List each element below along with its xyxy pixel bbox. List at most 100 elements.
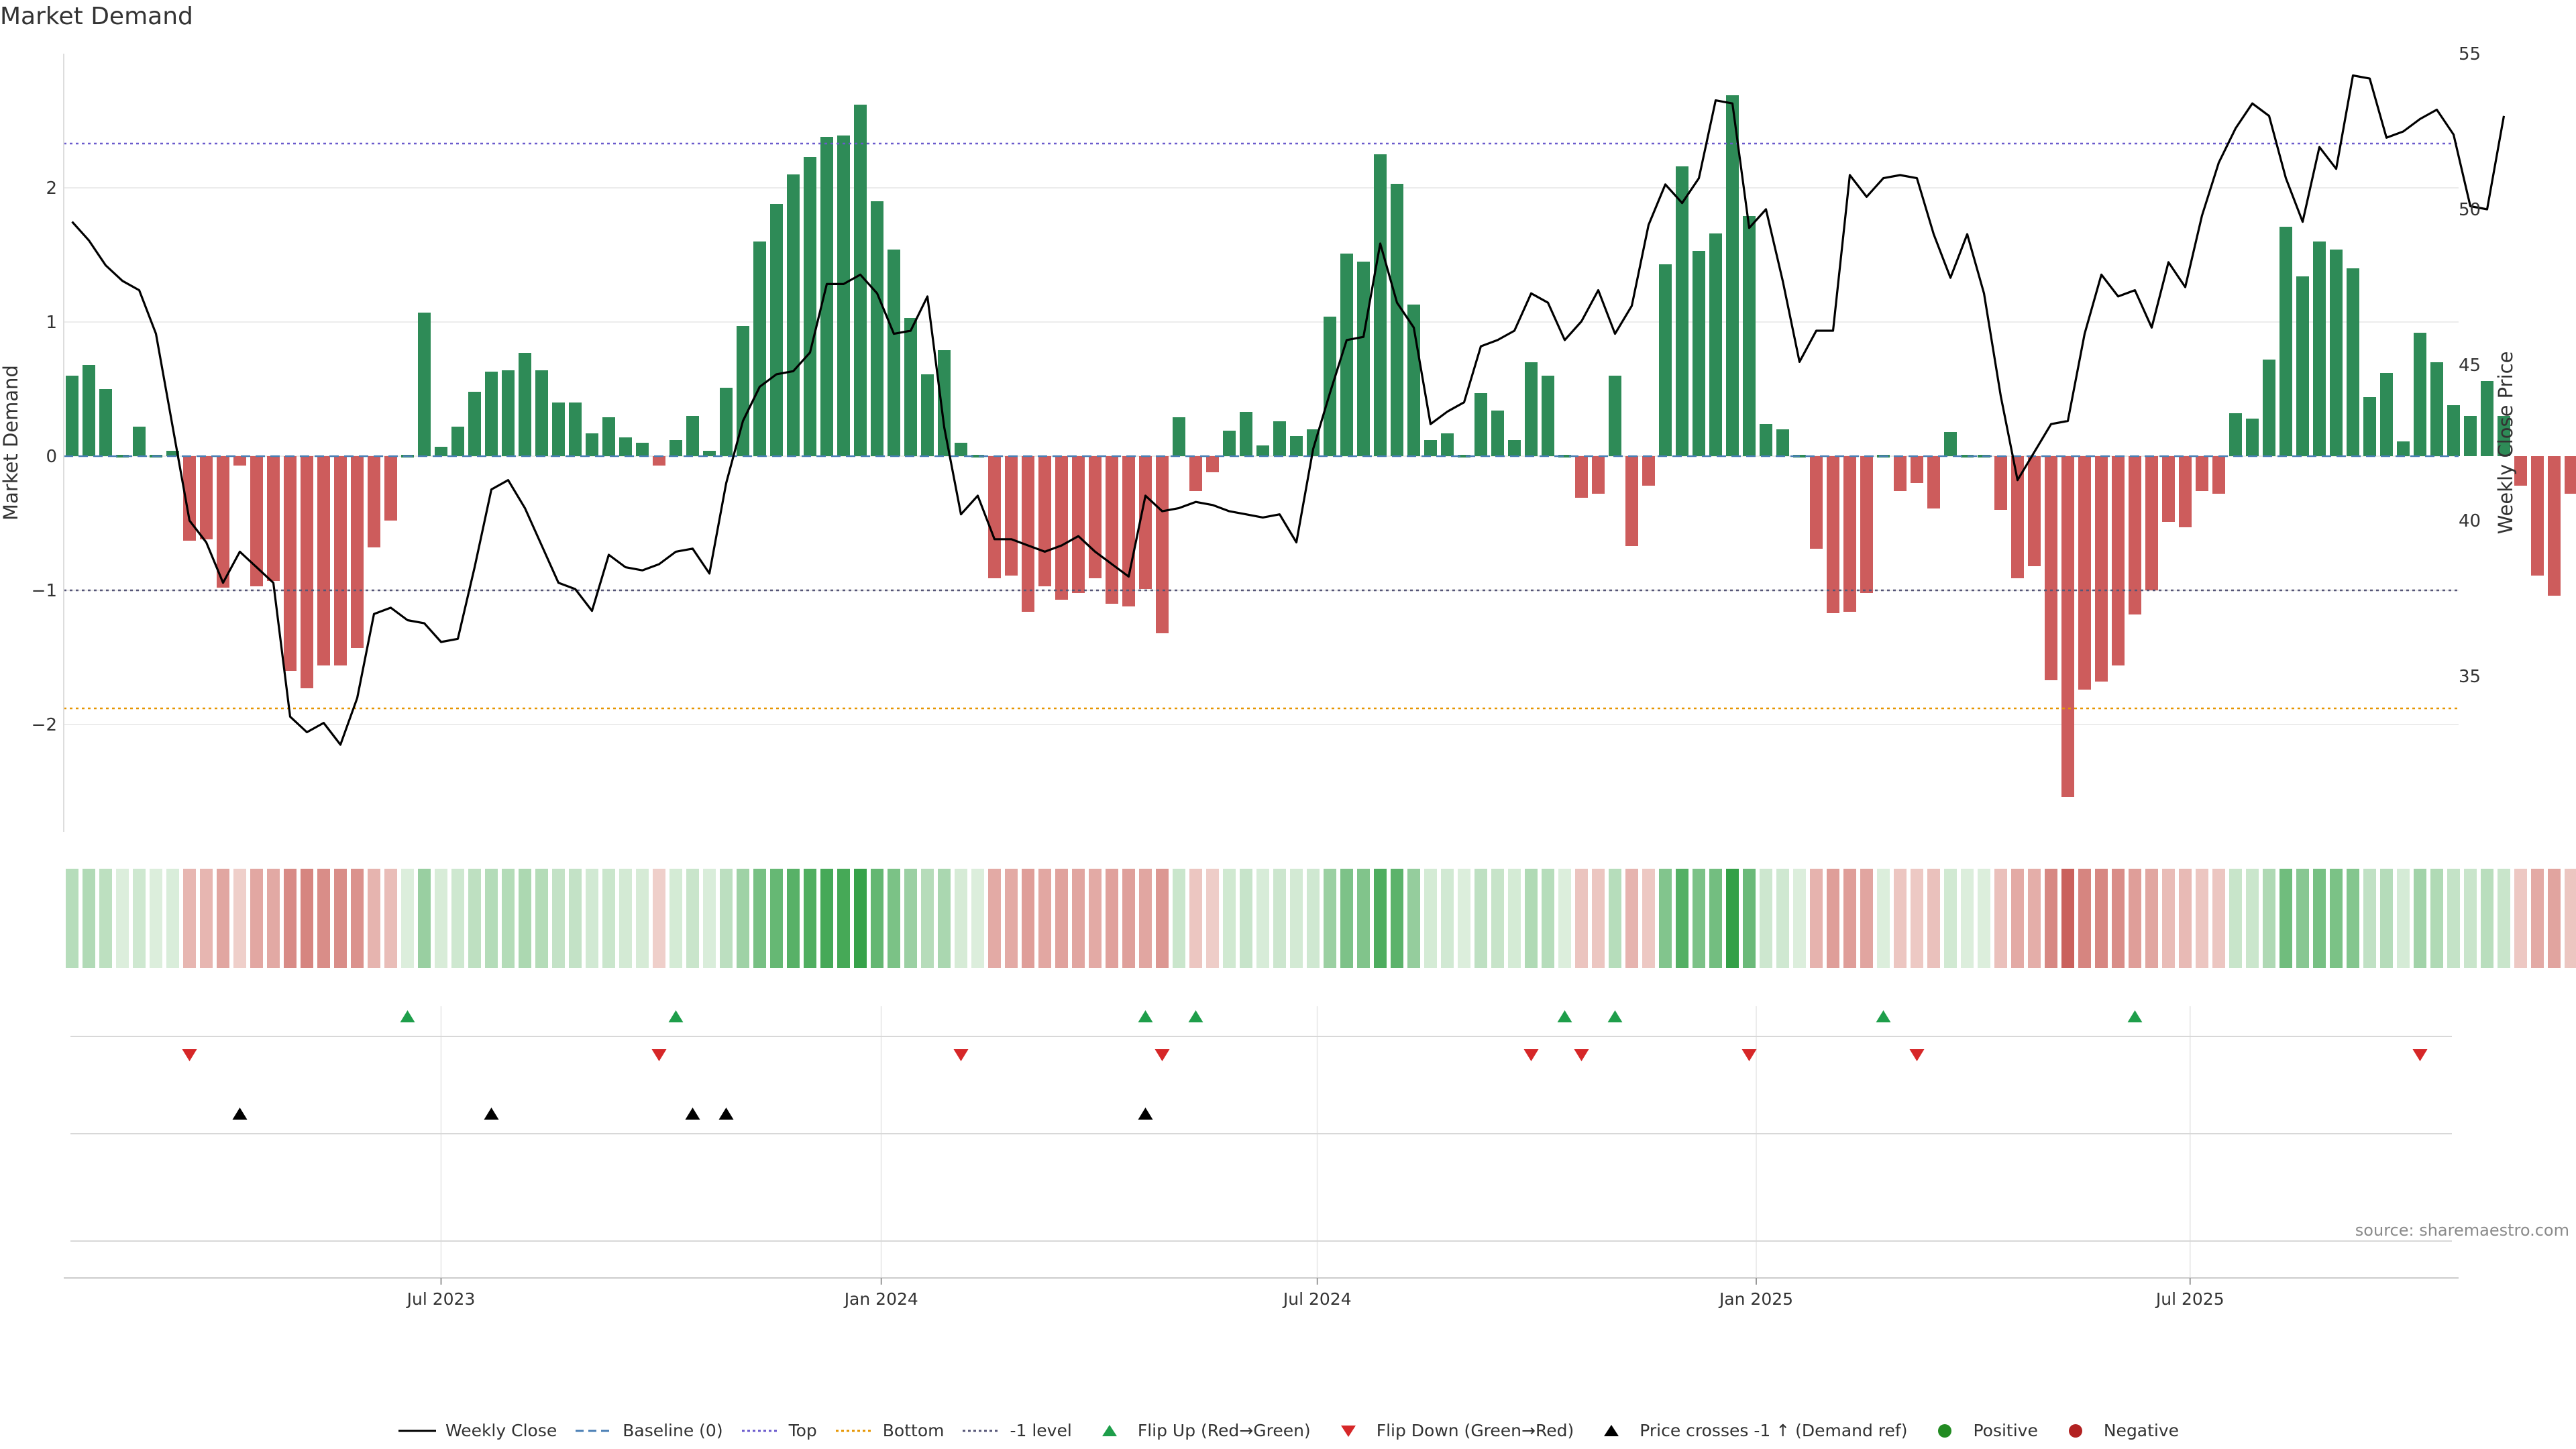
heat-cell: [1324, 869, 1336, 968]
y-tick-label: 2: [46, 178, 57, 199]
y-tick-label: −2: [32, 715, 57, 735]
demand-bar: [1625, 456, 1638, 546]
heat-cell: [1776, 869, 1789, 968]
heat-cell: [1441, 869, 1454, 968]
heat-cell: [1911, 869, 1923, 968]
flip-down-marker: [1523, 1049, 1539, 1061]
heat-cell: [820, 869, 833, 968]
heat-cell: [2430, 869, 2443, 968]
heat-cell: [2162, 869, 2175, 968]
demand-bar: [1156, 456, 1169, 633]
demand-bar: [1592, 456, 1605, 494]
flip-down-marker: [1741, 1049, 1757, 1061]
heat-cell: [485, 869, 498, 968]
heat-cell: [1994, 869, 2007, 968]
demand-bar: [284, 456, 297, 671]
heat-cell: [703, 869, 716, 968]
heat-cell: [1407, 869, 1420, 968]
demand-bar: [787, 174, 800, 456]
heat-cell: [1357, 869, 1370, 968]
y2-tick-label: 50: [2459, 200, 2481, 220]
heat-cell: [1374, 869, 1387, 968]
flip-down-marker: [1574, 1049, 1589, 1061]
flip-up-marker: [1138, 1010, 1153, 1022]
heat-cell: [1055, 869, 1068, 968]
demand-bar: [1055, 456, 1068, 600]
source-credit: source: sharemaestro.com: [2355, 1221, 2569, 1240]
demand-bar: [1173, 417, 1185, 456]
legend-swatch: [963, 1430, 1001, 1432]
demand-bar: [1525, 362, 1538, 456]
demand-bar: [737, 326, 749, 456]
legend-label: Bottom: [882, 1421, 945, 1440]
heat-cell: [1508, 869, 1521, 968]
heat-cell: [2313, 869, 2326, 968]
demand-bar: [2095, 456, 2108, 682]
heat-cell: [1743, 869, 1756, 968]
demand-bar: [2061, 456, 2074, 797]
demand-bar: [569, 402, 582, 456]
y2-tick-label: 55: [2459, 44, 2481, 64]
legend-label: Flip Down (Green→Red): [1376, 1421, 1574, 1440]
y-axis-label: Market Demand: [0, 365, 22, 521]
heat-cell: [804, 869, 816, 968]
heat-cell: [1038, 869, 1051, 968]
legend-item: Flip Down (Green→Red): [1328, 1421, 1574, 1440]
demand-bar: [1558, 455, 1571, 458]
demand-bar: [1843, 456, 1856, 612]
heat-cell: [1206, 869, 1219, 968]
heat-cell: [535, 869, 548, 968]
legend-item: Flip Up (Red→Green): [1089, 1421, 1311, 1440]
x-tick-label: Jul 2024: [1282, 1289, 1352, 1309]
demand-bar: [1005, 456, 1018, 576]
legend-label: Weekly Close: [445, 1421, 557, 1440]
demand-bar: [837, 136, 850, 456]
flip-up-marker: [400, 1010, 415, 1022]
demand-bar: [2028, 456, 2041, 566]
flip-down-marker: [2412, 1049, 2428, 1061]
demand-bar: [66, 376, 78, 456]
heat-cell: [1022, 869, 1034, 968]
legend-label: -1 level: [1010, 1421, 1072, 1440]
flip-up-marker: [1607, 1010, 1623, 1022]
demand-bar: [1860, 456, 1873, 593]
demand-bar: [2447, 405, 2460, 456]
heat-cell: [1709, 869, 1722, 968]
heat-cell: [1525, 869, 1538, 968]
demand-bar: [1089, 456, 1102, 578]
price-cross-marker: [484, 1108, 499, 1120]
heat-cell: [2447, 869, 2460, 968]
legend-item: -1 level: [961, 1421, 1072, 1440]
demand-bar: [267, 456, 280, 581]
heat-cell: [1290, 869, 1303, 968]
heat-cell: [116, 869, 129, 968]
heat-cell: [1256, 869, 1269, 968]
demand-bar: [2380, 373, 2393, 456]
demand-bar: [1743, 216, 1756, 456]
demand-bar: [233, 456, 246, 466]
heat-cell: [1391, 869, 1403, 968]
heat-cell: [267, 869, 280, 968]
heat-cell: [1592, 869, 1605, 968]
demand-bar: [1458, 455, 1470, 458]
heat-cell: [217, 869, 229, 968]
heat-cell: [938, 869, 951, 968]
heat-cell: [1273, 869, 1286, 968]
demand-bar: [1441, 433, 1454, 456]
reference-lines: [64, 142, 2459, 710]
demand-bar: [1894, 456, 1907, 491]
demand-bar: [1709, 233, 1722, 456]
heat-cell: [2045, 869, 2057, 968]
heat-cell: [1307, 869, 1320, 968]
demand-bar: [1324, 317, 1336, 456]
demand-bar: [451, 427, 464, 456]
heat-cell: [519, 869, 531, 968]
demand-bar: [1206, 456, 1219, 472]
demand-bar: [1676, 166, 1688, 456]
heat-cell: [1944, 869, 1957, 968]
demand-bar: [1022, 456, 1034, 612]
heat-cell: [1491, 869, 1504, 968]
heat-cell: [150, 869, 162, 968]
heat-cell: [183, 869, 196, 968]
heat-cell: [1223, 869, 1236, 968]
